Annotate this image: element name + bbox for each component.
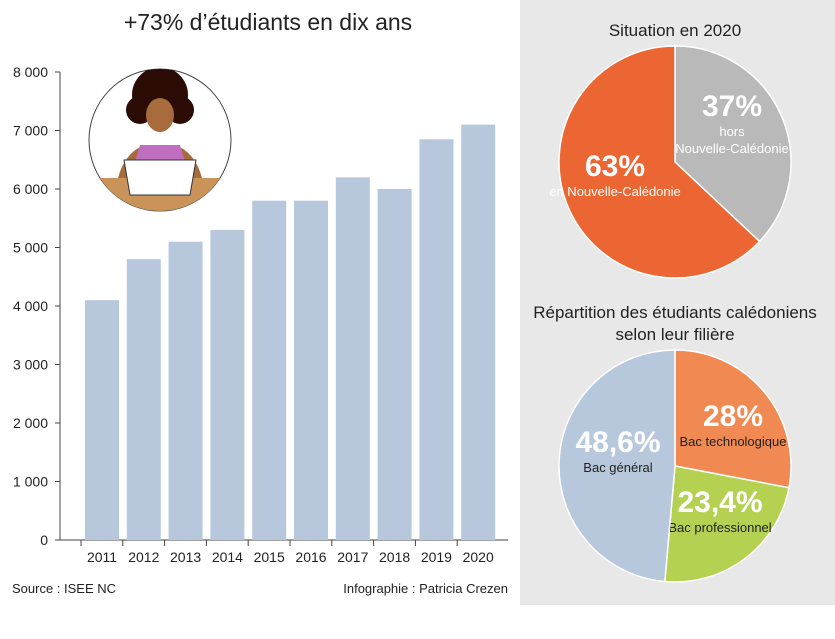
bar-2018 bbox=[377, 189, 412, 540]
bar-2014 bbox=[210, 229, 245, 540]
x-tick-label: 2018 bbox=[379, 549, 410, 565]
bar-2011 bbox=[85, 300, 119, 540]
y-tick-label: 7 000 bbox=[13, 123, 48, 139]
pie2-title: Répartition des étudiants calédoniens bbox=[533, 303, 817, 322]
y-tick-label: 5 000 bbox=[13, 240, 48, 256]
bar-2012 bbox=[126, 259, 161, 540]
x-tick-label: 2012 bbox=[128, 549, 159, 565]
pie-slice bbox=[663, 465, 790, 583]
y-tick-label: 0 bbox=[40, 532, 48, 548]
bar-2013 bbox=[168, 241, 203, 540]
y-tick-label: 1 000 bbox=[13, 474, 48, 490]
pie-slice bbox=[558, 45, 761, 279]
pie1-title: Situation en 2020 bbox=[609, 21, 741, 40]
slice-label: Bac professionnel bbox=[668, 520, 771, 535]
pie2-subtitle: selon leur filière bbox=[615, 325, 734, 344]
slice-percent: 48,6% bbox=[575, 426, 660, 459]
y-tick-label: 4 000 bbox=[13, 298, 48, 314]
bar-chart: 0 1 000 2 000 3 000 4 000 5 000 6 000 7 000 8 00… bbox=[13, 64, 508, 565]
bar-2017 bbox=[335, 177, 370, 541]
source-text: Source : ISEE NC bbox=[12, 581, 116, 596]
slice-label: Bac général bbox=[583, 460, 652, 475]
pie-slice bbox=[674, 349, 792, 489]
x-tick-label: 2014 bbox=[212, 549, 243, 565]
bar-2015 bbox=[252, 200, 287, 540]
pie-situation: 37%hors Nouvelle-Calédonie 63%en Nouvelle-… bbox=[549, 45, 792, 279]
bar-2016 bbox=[294, 200, 328, 540]
slice-percent: 63% bbox=[585, 150, 645, 183]
slice-label: Nouvelle-Calédonie bbox=[675, 141, 788, 156]
x-tick-label: 2017 bbox=[337, 549, 368, 565]
slice-percent: 23,4% bbox=[677, 486, 762, 519]
y-tick-label: 3 000 bbox=[13, 357, 48, 373]
pie-filiere: 28%Bac technologique 23,4%Bac professionn… bbox=[558, 349, 792, 583]
pie-slice bbox=[674, 45, 792, 243]
x-tick-label: 2015 bbox=[254, 549, 285, 565]
x-tick-label: 2013 bbox=[170, 549, 201, 565]
x-tick-label: 2011 bbox=[87, 549, 117, 565]
credit-text: Infographie : Patricia Crezen bbox=[343, 581, 508, 596]
x-tick-label: 2019 bbox=[421, 549, 452, 565]
slice-percent: 28% bbox=[703, 400, 763, 433]
slice-label: hors bbox=[719, 124, 745, 139]
bar-2020 bbox=[461, 124, 496, 541]
slice-percent: 37% bbox=[702, 90, 762, 123]
x-tick-label: 2016 bbox=[295, 549, 326, 565]
x-tick-label: 2020 bbox=[463, 549, 494, 565]
y-tick-label: 2 000 bbox=[13, 415, 48, 431]
slice-label: en Nouvelle-Calédonie bbox=[549, 184, 681, 199]
y-tick-label: 6 000 bbox=[13, 181, 48, 197]
bar-2019 bbox=[419, 139, 454, 540]
bar-chart-title: +73% d’étudiants en dix ans bbox=[124, 9, 412, 35]
y-tick-label: 8 000 bbox=[13, 64, 48, 80]
pie-slice bbox=[558, 349, 676, 583]
student-illustration-icon bbox=[88, 68, 232, 212]
slice-label: Bac technologique bbox=[680, 434, 787, 449]
